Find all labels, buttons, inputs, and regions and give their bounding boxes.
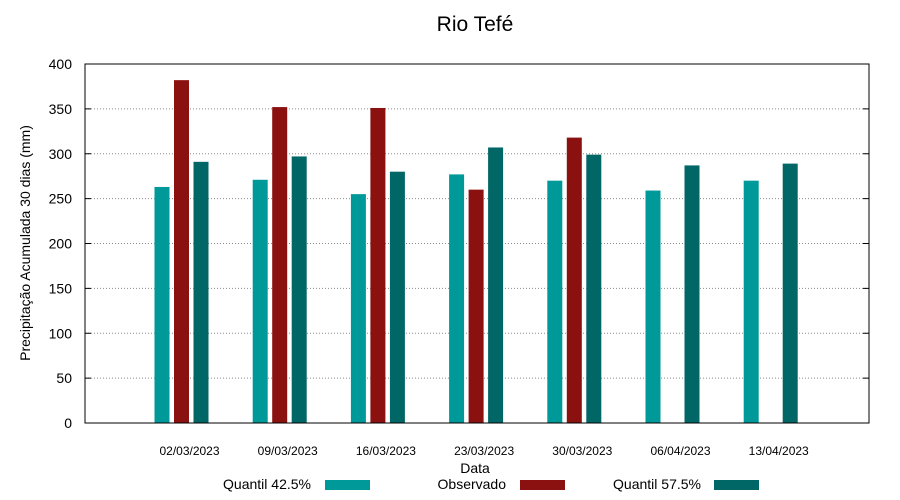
- bars: [154, 80, 798, 424]
- bar: [449, 174, 465, 423]
- y-tick-label: 250: [49, 191, 73, 207]
- legend: Quantil 42.5% Observado Quantil 57.5%: [223, 476, 759, 492]
- legend-label: Observado: [438, 476, 507, 492]
- y-tick-label: 200: [49, 236, 73, 252]
- bar: [586, 154, 602, 423]
- bar: [782, 163, 798, 423]
- bar: [389, 171, 405, 423]
- y-axis-ticks: 0 50 100 150 200 250 300 350 400: [49, 56, 869, 431]
- x-tick-label: 09/03/2023: [258, 444, 318, 458]
- x-axis-ticks: 02/03/2023 09/03/2023 16/03/2023 23/03/2023…: [159, 444, 809, 458]
- bar: [154, 186, 170, 423]
- legend-swatch: [714, 480, 759, 490]
- y-tick-label: 50: [56, 370, 72, 386]
- bar: [272, 107, 288, 423]
- y-tick-label: 350: [49, 101, 73, 117]
- y-tick-label: 300: [49, 146, 73, 162]
- bar: [743, 180, 759, 423]
- bar: [566, 137, 582, 423]
- chart-title: Rio Tefé: [437, 13, 514, 36]
- y-tick-label: 400: [49, 56, 73, 72]
- bar: [174, 80, 189, 423]
- bar: [645, 190, 661, 423]
- legend-label: Quantil 42.5%: [223, 476, 311, 492]
- legend-swatch: [520, 480, 565, 490]
- bar: [252, 179, 268, 423]
- bar: [370, 107, 386, 423]
- x-tick-label: 23/03/2023: [454, 444, 514, 458]
- bar: [193, 161, 209, 423]
- bar: [291, 156, 307, 423]
- y-tick-label: 0: [64, 415, 72, 431]
- x-tick-label: 06/04/2023: [650, 444, 710, 458]
- y-tick-label: 150: [49, 280, 73, 296]
- bar: [684, 165, 700, 424]
- x-tick-label: 16/03/2023: [356, 444, 416, 458]
- y-axis-label: Precipitação Acumulada 30 dias (mm): [17, 125, 33, 361]
- legend-label: Quantil 57.5%: [613, 476, 701, 492]
- bar: [488, 147, 504, 423]
- x-axis-label: Data: [460, 460, 490, 476]
- bar: [350, 194, 366, 423]
- x-tick-label: 02/03/2023: [159, 444, 219, 458]
- bar: [547, 180, 563, 423]
- x-tick-label: 13/04/2023: [749, 444, 809, 458]
- legend-swatch: [325, 480, 370, 490]
- bar: [468, 189, 484, 423]
- x-tick-label: 30/03/2023: [552, 444, 612, 458]
- y-tick-label: 100: [49, 325, 73, 341]
